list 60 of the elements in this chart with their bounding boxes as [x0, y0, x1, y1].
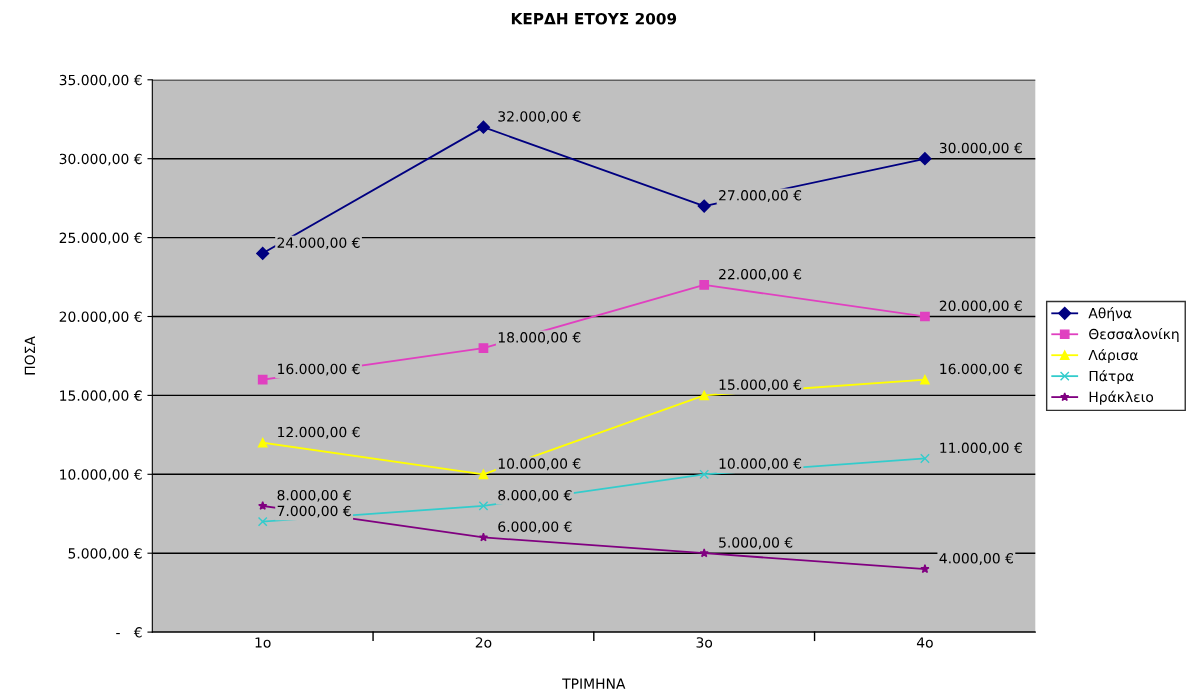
data-label: 16.000,00 € [940, 363, 1022, 376]
point [918, 152, 932, 166]
point [258, 500, 268, 510]
data-label: 8.000,00 € [277, 489, 351, 502]
y-tick-label: 20.000,00 € [59, 311, 142, 324]
data-label: 10.000,00 € [719, 458, 802, 471]
point [478, 532, 489, 542]
point [920, 453, 930, 464]
point [920, 564, 930, 574]
legend-label: Αθήνα [1088, 307, 1132, 322]
point [257, 374, 268, 385]
point [697, 199, 711, 213]
legend-label: Λάρισα [1088, 348, 1138, 363]
point [478, 500, 489, 511]
chart-title: ΚΕΡΔΗ ΕΤΟΥΣ 2009 [511, 12, 677, 25]
point [257, 516, 268, 527]
y-tick-label: 35.000,00 € [59, 74, 142, 87]
point [920, 374, 930, 385]
data-label: 15.000,00 € [719, 379, 802, 392]
data-label: 10.000,00 € [498, 458, 581, 471]
x-tick-label: 3ο [696, 637, 713, 648]
data-label: 20.000,00 € [939, 300, 1022, 313]
point [478, 469, 489, 480]
data-label: 11.000,00 € [940, 442, 1022, 455]
y-tick-label: 25.000,00 € [59, 232, 142, 245]
data-label: 18.000,00 € [498, 332, 581, 345]
data-label: 27.000,00 € [719, 190, 802, 202]
data-label: 12.000,00 € [278, 426, 360, 439]
legend-label: Θεσσαλονίκη [1089, 328, 1179, 343]
data-label: 30.000,00 € [939, 142, 1022, 155]
point [256, 246, 270, 260]
y-tick-label: 5.000,00 € [68, 548, 142, 561]
data-label: 4.000,00 € [939, 553, 1013, 565]
data-label: 22.000,00 € [719, 268, 802, 281]
point [257, 437, 268, 448]
point [476, 120, 491, 134]
data-label: 7.000,00 € [277, 505, 351, 518]
y-tick-label: 30.000,00 € [59, 153, 142, 166]
legend-label: Πάτρα [1089, 369, 1134, 384]
data-label: 32.000,00 € [498, 111, 581, 124]
data-label: 6.000,00 € [498, 521, 572, 534]
x-axis-title: ΤΡΙΜΗΝΑ [562, 678, 626, 689]
data-label: 16.000,00 € [278, 363, 360, 376]
data-label: 5.000,00 € [719, 537, 793, 550]
point [478, 343, 489, 353]
x-tick-label: 1ο [255, 637, 271, 648]
point [920, 311, 930, 322]
point [699, 469, 710, 480]
y-tick-label: 10.000,00 € [60, 469, 142, 482]
y-tick-label: - € [116, 627, 142, 638]
data-label: 8.000,00 € [498, 489, 572, 502]
legend-label: Ηράκλειο [1089, 390, 1154, 405]
y-axis-title: ΠΟΣΑ [24, 336, 36, 375]
point [699, 280, 710, 290]
x-tick-label: 4ο [916, 637, 933, 648]
x-tick-label: 2ο [475, 637, 492, 648]
y-tick-label: 15.000,00 € [60, 390, 142, 403]
data-label: 24.000,00 € [277, 237, 360, 250]
point [699, 390, 710, 401]
point [699, 548, 709, 558]
